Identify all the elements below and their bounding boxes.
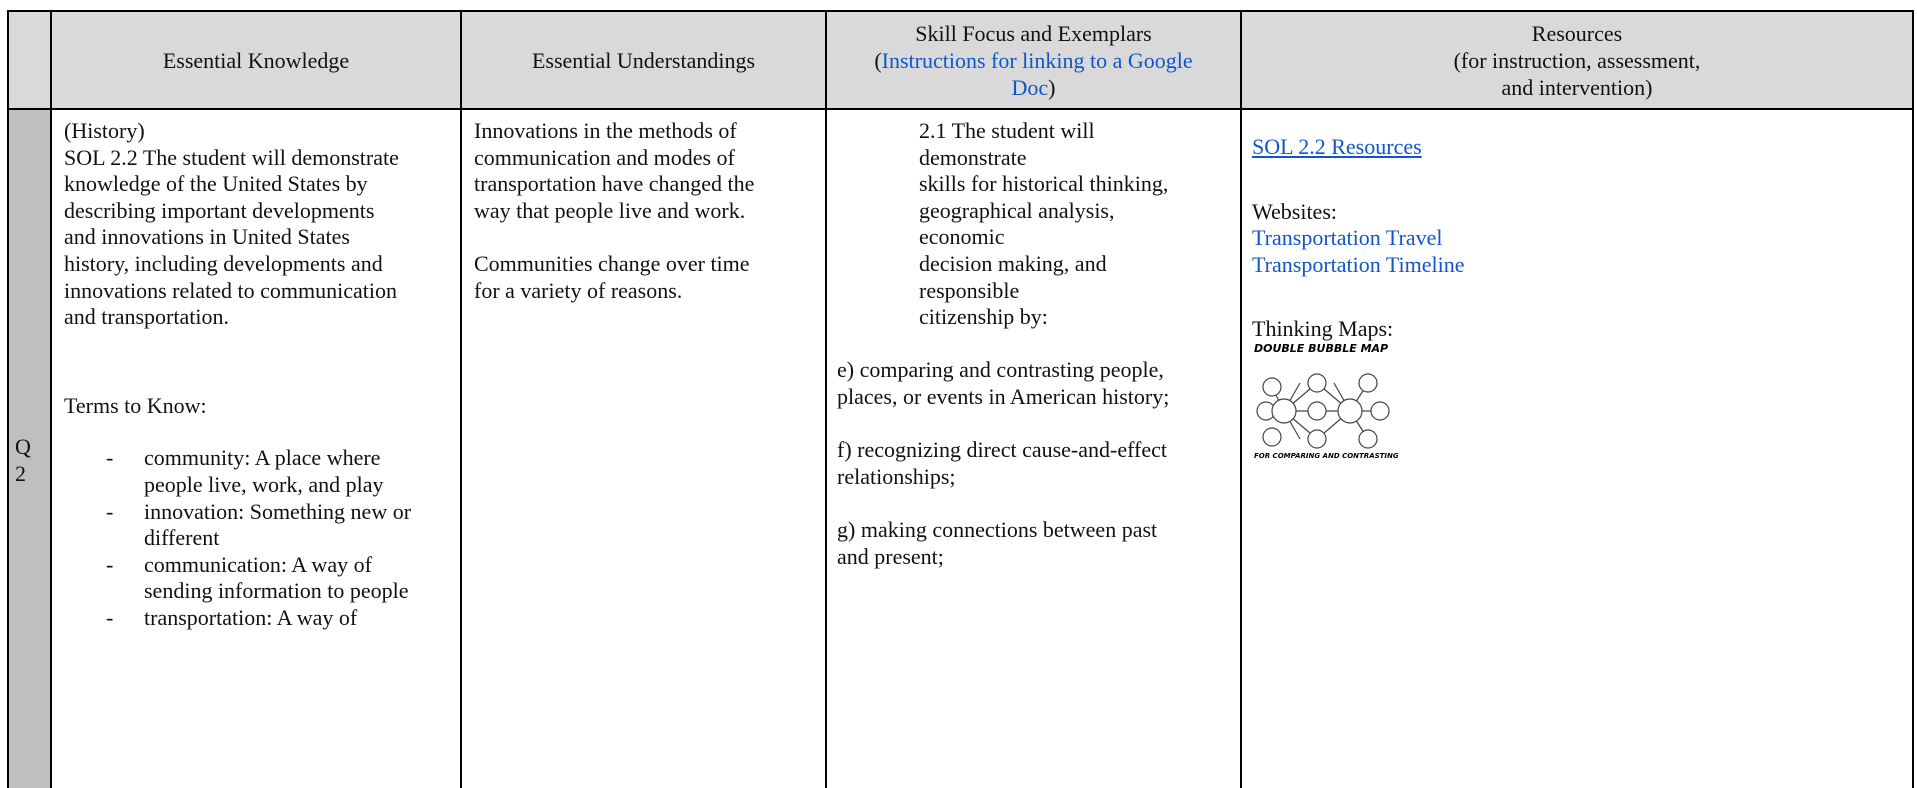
skill-intro-line: decision making, and	[919, 250, 1107, 276]
understanding-line: communication and modes of	[474, 144, 735, 170]
skill-line: g) making connections between past	[837, 516, 1158, 542]
website-link[interactable]: Transportation Travel	[1252, 225, 1443, 251]
header-text: Skill Focus and Exemplars	[915, 20, 1152, 46]
understandings-cell: Innovations in the methods of communicati…	[460, 108, 827, 788]
heading: (History)	[64, 118, 145, 143]
skill-item: f) recognizing direct cause-and-effect re…	[837, 437, 1230, 490]
term-line: transportation: A way of	[144, 604, 358, 630]
terms-list: - community: A place where people live, wo…	[64, 445, 450, 631]
header-cell	[7, 10, 52, 110]
header-row: Essential Knowledge Essential Understand…	[7, 10, 1914, 110]
term-line: different	[144, 525, 220, 551]
resources-cell: SOL 2.2 Resources Websites: Transportati…	[1240, 108, 1914, 788]
cell-content: SOL 2.2 Resources Websites: Transportati…	[1242, 110, 1912, 463]
skill-intro-line: economic	[919, 224, 1005, 250]
header-text: Essential Understandings	[531, 47, 756, 73]
skill-item: g) making connections between past and pr…	[837, 517, 1230, 570]
cell-content: (History) SOL 2.2 The student will demon…	[52, 110, 460, 632]
maps-title: Thinking Maps:	[1252, 316, 1394, 342]
header-subtext: (for instruction, assessment,	[1453, 47, 1701, 73]
skill-intro-line: 2.1 The student will	[919, 118, 1095, 143]
quarter-text: 2	[15, 461, 26, 486]
body-row: Q 2 (History) SOL 2.2 The student will d…	[7, 108, 1914, 788]
cell-content: Innovations in the methods of communicati…	[462, 110, 825, 304]
header-cell: Resources (for instruction, assessment, …	[1240, 10, 1914, 110]
spacer	[837, 411, 1230, 438]
header-text: Essential Knowledge	[162, 47, 350, 73]
knowledge-cell: (History) SOL 2.2 The student will demon…	[50, 108, 462, 788]
header-text: Resources	[1531, 20, 1623, 46]
header-subtext: and intervention)	[1501, 74, 1653, 100]
skill-line: f) recognizing direct cause-and-effect	[837, 437, 1168, 463]
skills-cell: 2.1 The student will demonstrate skills fo…	[825, 108, 1242, 788]
standard-line: and transportation.	[64, 304, 229, 330]
term-item: - community: A place where people live, wo…	[106, 445, 450, 498]
term-line: communication: A way of	[144, 551, 372, 577]
quarter-cell: Q 2	[7, 108, 52, 788]
spacer	[837, 490, 1230, 517]
curriculum-table: Essential Knowledge Essential Understand…	[7, 10, 1914, 788]
understanding-line: Communities change over time	[474, 250, 750, 276]
bullet: -	[106, 498, 114, 524]
term-line: sending information to people	[144, 578, 409, 604]
skill-line: e) comparing and contrasting people,	[837, 357, 1164, 383]
paren: (	[874, 47, 882, 73]
paren: )	[1048, 74, 1056, 100]
header-cell: Essential Knowledge	[50, 10, 462, 110]
terms-title: Terms to Know:	[64, 392, 207, 418]
standard-line: SOL 2.2 The student will demonstrate	[64, 144, 399, 170]
spacer	[837, 331, 1230, 358]
term-item: - communication: A way of sending informat…	[106, 552, 450, 605]
doc-link[interactable]: Instructions for linking to a Google Doc	[881, 47, 1193, 100]
standard-line: and innovations in United States	[64, 224, 350, 250]
spacer	[64, 331, 450, 393]
term-line: people live, work, and play	[144, 471, 384, 497]
understanding-line: Innovations in the methods of	[474, 118, 737, 143]
spacer	[474, 224, 815, 251]
bullet: -	[106, 445, 114, 471]
standard-line: describing important developments	[64, 197, 375, 223]
standard: SOL 2.2 The student will demonstrate know…	[64, 145, 450, 331]
skill-intro: 2.1 The student will demonstrate skills fo…	[837, 118, 1230, 331]
skill-intro-line: citizenship by:	[919, 304, 1048, 330]
spacer	[1252, 278, 1902, 316]
standard-line: knowledge of the United States by	[64, 171, 368, 197]
term-item: - innovation: Something new or different	[106, 499, 450, 552]
term-line: community: A place where	[144, 445, 381, 471]
header-cell: Skill Focus and Exemplars (Instructions …	[825, 10, 1242, 110]
skill-line: places, or events in American history;	[837, 383, 1170, 409]
standard-line: history, including developments and	[64, 250, 383, 276]
spacer	[1252, 161, 1902, 199]
standard-line: innovations related to communication	[64, 277, 397, 303]
cell-content: 2.1 The student will demonstrate skills fo…	[827, 110, 1240, 570]
bullet: -	[106, 551, 114, 577]
map-caption: FOR COMPARING AND CONTRASTING	[1254, 452, 1399, 460]
quarter-text: Q	[15, 434, 31, 459]
website-link[interactable]: Transportation Timeline	[1252, 251, 1465, 277]
term-line: innovation: Something new or	[144, 498, 412, 524]
skill-intro-line: responsible	[919, 277, 1020, 303]
skill-intro-line: geographical analysis,	[919, 197, 1115, 223]
skill-line: and present;	[837, 543, 944, 569]
skill-intro-line: skills for historical thinking,	[919, 171, 1169, 197]
term-item: - transportation: A way of	[106, 605, 450, 632]
understanding: Innovations in the methods of communicati…	[474, 118, 815, 224]
skill-item: e) comparing and contrasting people, plac…	[837, 357, 1230, 410]
resource-link[interactable]: SOL 2.2 Resources	[1252, 134, 1422, 159]
understanding-line: for a variety of reasons.	[474, 277, 683, 303]
understanding: Communities change over time for a variet…	[474, 251, 815, 304]
skill-line: relationships;	[837, 463, 956, 489]
map-title: DOUBLE BUBBLE MAP	[1254, 343, 1388, 355]
skill-intro-line: demonstrate	[919, 144, 1027, 170]
bullet: -	[106, 604, 114, 630]
understanding-line: transportation have changed the	[474, 171, 755, 197]
understanding-line: way that people live and work.	[474, 197, 746, 223]
websites-title: Websites:	[1252, 198, 1337, 224]
double-bubble-map: DOUBLE BUBBLE MAP FOR COMPARING AND CONT…	[1254, 343, 1399, 460]
map-diagram	[1256, 373, 1390, 449]
header-cell: Essential Understandings	[460, 10, 827, 110]
